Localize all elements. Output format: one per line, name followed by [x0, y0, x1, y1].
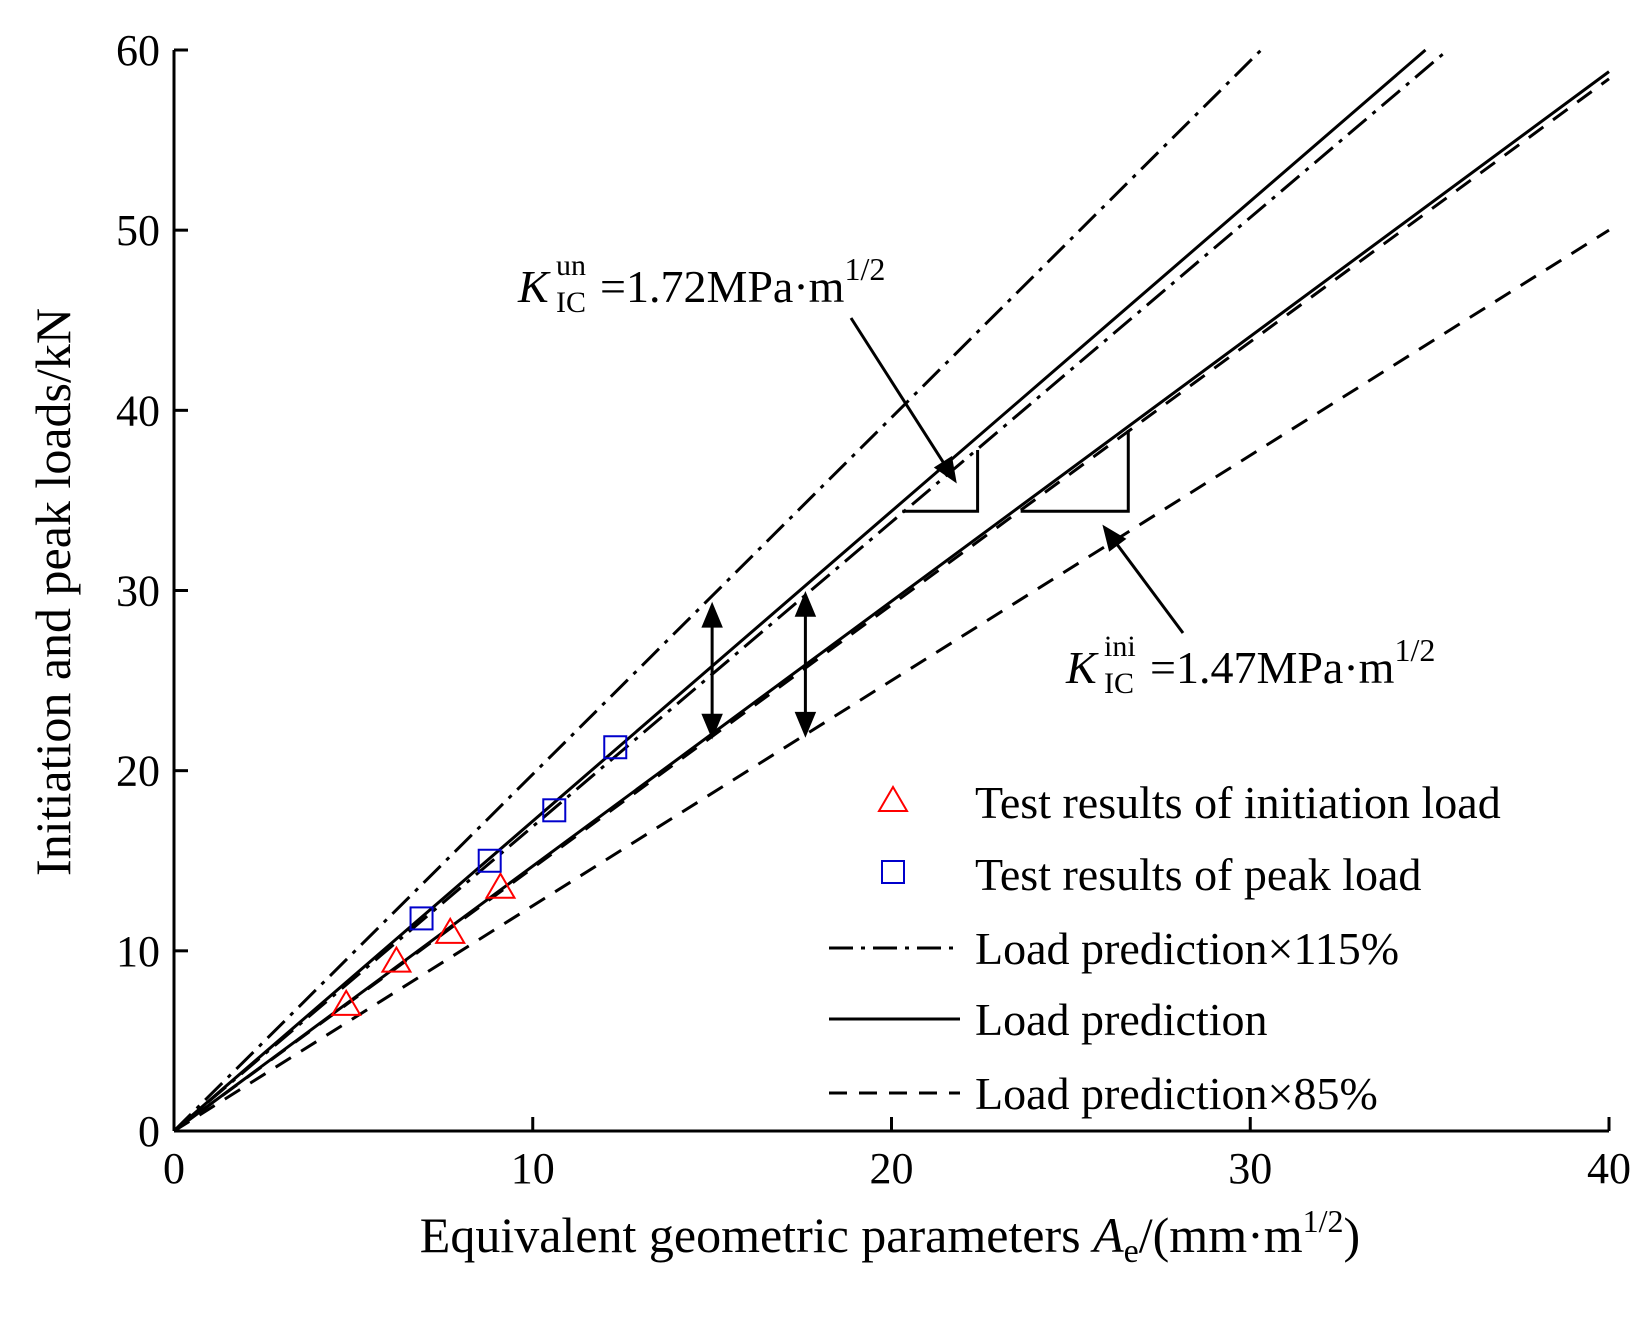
y-tick-label: 20	[116, 747, 160, 796]
x-axis-title-sup: 1/2	[1303, 1203, 1344, 1239]
x-axis-title-unit: /(mm·m	[1139, 1207, 1303, 1263]
annotation-kini-symbol: K	[1065, 642, 1099, 693]
prediction-line	[173, 77, 1610, 1133]
annotation-leader-head	[933, 455, 957, 484]
prediction-line	[173, 228, 1610, 1133]
legend-label-peak-tests: Test results of peak load	[975, 849, 1421, 900]
legend-item-prediction-115: Load prediction×115%	[829, 923, 1399, 974]
legend-label-prediction-85: Load prediction×85%	[975, 1068, 1378, 1119]
initiation-load-point	[380, 945, 413, 973]
y-tick-label: 30	[116, 567, 160, 616]
range-arrow-head	[701, 713, 723, 740]
range-arrow-head	[794, 711, 817, 738]
peak-load-point	[409, 906, 434, 931]
x-tick-label: 0	[163, 1144, 185, 1193]
annotation-kun-value: =1.72MPa·m1/2	[600, 251, 885, 312]
x-tick-label: 30	[1228, 1144, 1272, 1193]
x-axis-title-sub: e	[1124, 1233, 1139, 1270]
annotation-leader	[1112, 539, 1185, 634]
initiation-load-point	[434, 916, 466, 944]
peak-load-point	[477, 848, 502, 873]
annotation-kini-sup: ini	[1104, 630, 1136, 663]
slope-triangle	[1020, 430, 1130, 513]
prediction-lines	[172, 48, 1610, 1133]
x-axis-title-main: Equivalent geometric parameters	[420, 1207, 1093, 1263]
range-arrow-head	[794, 591, 817, 617]
annotation-kun-exp: 1/2	[844, 251, 885, 287]
peak-load-point	[603, 735, 628, 760]
annotation-leader-head	[1102, 524, 1127, 552]
annotation-kini-exp: 1/2	[1394, 632, 1435, 668]
initiation-load-point	[330, 988, 362, 1016]
peak-load-point	[542, 798, 567, 823]
annotation-kun-sup: un	[556, 249, 586, 282]
annotation-kun-text: =1.72MPa·m	[600, 261, 845, 312]
annotation-kun-sub: IC	[556, 286, 586, 319]
annotation-kini: K ini IC =1.47MPa·m1/2	[1065, 630, 1435, 700]
prediction-line	[173, 48, 1427, 1133]
legend-item-prediction-85: Load prediction×85%	[829, 1068, 1378, 1119]
legend-item-initiation-tests: Test results of initiation load	[877, 777, 1501, 828]
prediction-line	[172, 48, 1263, 1133]
legend-square-marker	[881, 860, 905, 884]
y-axis-title: Initiation and peak loads/kN	[25, 308, 81, 876]
x-axis-title-symbol: A	[1090, 1207, 1124, 1263]
x-axis-title-close: )	[1344, 1207, 1361, 1263]
annotation-kini-text: =1.47MPa·m	[1150, 642, 1395, 693]
y-tick-label: 0	[138, 1107, 160, 1156]
prediction-line	[173, 48, 1449, 1133]
legend-label-initiation-tests: Test results of initiation load	[975, 777, 1501, 828]
legend-label-prediction-115: Load prediction×115%	[975, 923, 1399, 974]
data-markers	[330, 735, 628, 1016]
legend-item-peak-tests: Test results of peak load	[881, 849, 1421, 900]
initiation-load-point	[484, 871, 517, 899]
slope-triangle	[902, 449, 980, 513]
annotation-kini-sub: IC	[1104, 667, 1134, 700]
legend-label-prediction: Load prediction	[975, 994, 1268, 1045]
annotation-kun-symbol: K	[517, 261, 551, 312]
range-arrow-head	[701, 601, 723, 628]
y-tick-label: 10	[116, 927, 160, 976]
x-tick-label: 10	[511, 1144, 555, 1193]
x-tick-label: 40	[1587, 1144, 1631, 1193]
legend: Test results of initiation load Test res…	[829, 777, 1501, 1119]
y-tick-label: 50	[116, 206, 160, 255]
y-tick-label: 60	[116, 26, 160, 75]
x-tick-label: 20	[870, 1144, 914, 1193]
legend-triangle-marker	[877, 785, 909, 812]
annotation-kun: K un IC =1.72MPa·m1/2	[517, 249, 885, 319]
legend-item-prediction: Load prediction	[829, 994, 1268, 1045]
x-axis-title: Equivalent geometric parameters Ae/(mm·m…	[420, 1203, 1360, 1270]
ticks: 0 10 20 30 40 0 10 20 30 40 50 60	[116, 26, 1631, 1193]
annotation-shapes	[701, 317, 1185, 740]
annotation-kini-value: =1.47MPa·m1/2	[1150, 632, 1435, 693]
prediction-line	[173, 70, 1610, 1133]
annotation-leader	[849, 317, 948, 469]
y-tick-label: 40	[116, 386, 160, 435]
